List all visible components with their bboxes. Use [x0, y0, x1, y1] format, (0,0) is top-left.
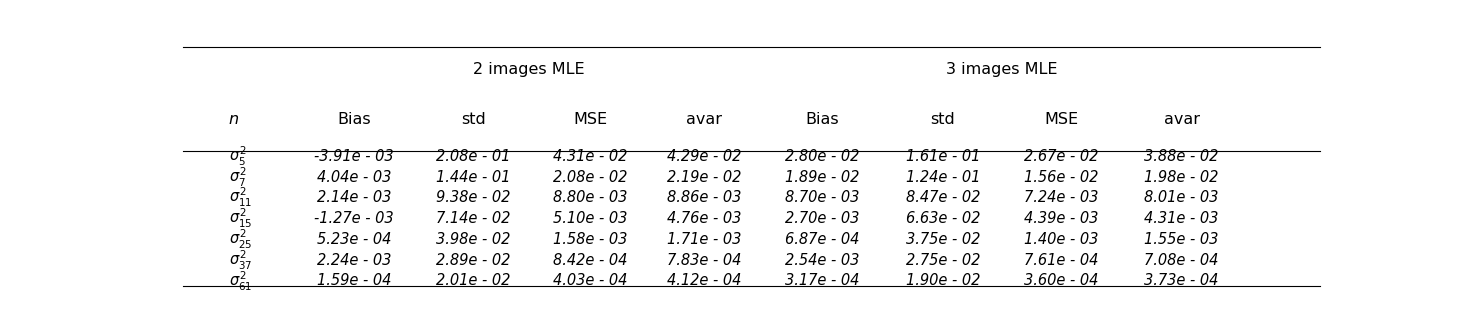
Text: 1.55e - 03: 1.55e - 03 [1144, 232, 1219, 247]
Text: 3.98e - 02: 3.98e - 02 [436, 232, 511, 247]
Text: std: std [461, 112, 486, 127]
Text: 5.23e - 04: 5.23e - 04 [317, 232, 392, 247]
Text: $\sigma_{11}^2$: $\sigma_{11}^2$ [229, 186, 252, 210]
Text: 8.47e - 02: 8.47e - 02 [905, 190, 980, 205]
Text: 2.08e - 02: 2.08e - 02 [553, 170, 628, 185]
Text: 7.24e - 03: 7.24e - 03 [1024, 190, 1099, 205]
Text: 2.75e - 02: 2.75e - 02 [905, 253, 980, 268]
Text: 3.17e - 04: 3.17e - 04 [785, 273, 860, 288]
Text: 1.98e - 02: 1.98e - 02 [1144, 170, 1219, 185]
Text: 2.19e - 02: 2.19e - 02 [667, 170, 741, 185]
Text: 8.86e - 03: 8.86e - 03 [667, 190, 741, 205]
Text: MSE: MSE [574, 112, 607, 127]
Text: 1.56e - 02: 1.56e - 02 [1024, 170, 1099, 185]
Text: 8.70e - 03: 8.70e - 03 [785, 190, 860, 205]
Text: 5.10e - 03: 5.10e - 03 [553, 211, 628, 226]
Text: 2.89e - 02: 2.89e - 02 [436, 253, 511, 268]
Text: 2.08e - 01: 2.08e - 01 [436, 149, 511, 164]
Text: -3.91e - 03: -3.91e - 03 [314, 149, 393, 164]
Text: 2.14e - 03: 2.14e - 03 [317, 190, 392, 205]
Text: -1.27e - 03: -1.27e - 03 [314, 211, 393, 226]
Text: 4.76e - 03: 4.76e - 03 [667, 211, 741, 226]
Text: Bias: Bias [805, 112, 839, 127]
Text: 1.24e - 01: 1.24e - 01 [905, 170, 980, 185]
Text: 3.73e - 04: 3.73e - 04 [1144, 273, 1219, 288]
Text: 4.03e - 04: 4.03e - 04 [553, 273, 628, 288]
Text: 2.54e - 03: 2.54e - 03 [785, 253, 860, 268]
Text: 1.89e - 02: 1.89e - 02 [785, 170, 860, 185]
Text: n: n [229, 112, 239, 127]
Text: 2 images MLE: 2 images MLE [474, 62, 585, 77]
Text: 4.31e - 03: 4.31e - 03 [1144, 211, 1219, 226]
Text: 7.83e - 04: 7.83e - 04 [667, 253, 741, 268]
Text: 8.42e - 04: 8.42e - 04 [553, 253, 628, 268]
Text: 3.88e - 02: 3.88e - 02 [1144, 149, 1219, 164]
Text: 1.44e - 01: 1.44e - 01 [436, 170, 511, 185]
Text: std: std [930, 112, 955, 127]
Text: 6.63e - 02: 6.63e - 02 [905, 211, 980, 226]
Text: 9.38e - 02: 9.38e - 02 [436, 190, 511, 205]
Text: 3 images MLE: 3 images MLE [946, 62, 1058, 77]
Text: $\sigma_{61}^2$: $\sigma_{61}^2$ [229, 269, 252, 293]
Text: 2.80e - 02: 2.80e - 02 [785, 149, 860, 164]
Text: 4.12e - 04: 4.12e - 04 [667, 273, 741, 288]
Text: avar: avar [1163, 112, 1200, 127]
Text: MSE: MSE [1045, 112, 1078, 127]
Text: 2.01e - 02: 2.01e - 02 [436, 273, 511, 288]
Text: 8.01e - 03: 8.01e - 03 [1144, 190, 1219, 205]
Text: $\sigma_{37}^2$: $\sigma_{37}^2$ [229, 249, 252, 272]
Text: 3.60e - 04: 3.60e - 04 [1024, 273, 1099, 288]
Text: 4.39e - 03: 4.39e - 03 [1024, 211, 1099, 226]
Text: 7.61e - 04: 7.61e - 04 [1024, 253, 1099, 268]
Text: 8.80e - 03: 8.80e - 03 [553, 190, 628, 205]
Text: 1.58e - 03: 1.58e - 03 [553, 232, 628, 247]
Text: 2.67e - 02: 2.67e - 02 [1024, 149, 1099, 164]
Text: 1.59e - 04: 1.59e - 04 [317, 273, 392, 288]
Text: 1.61e - 01: 1.61e - 01 [905, 149, 980, 164]
Text: avar: avar [687, 112, 722, 127]
Text: 3.75e - 02: 3.75e - 02 [905, 232, 980, 247]
Text: 4.29e - 02: 4.29e - 02 [667, 149, 741, 164]
Text: 6.87e - 04: 6.87e - 04 [785, 232, 860, 247]
Text: 4.31e - 02: 4.31e - 02 [553, 149, 628, 164]
Text: Bias: Bias [337, 112, 371, 127]
Text: 1.90e - 02: 1.90e - 02 [905, 273, 980, 288]
Text: $\sigma_5^2$: $\sigma_5^2$ [229, 145, 246, 168]
Text: 7.14e - 02: 7.14e - 02 [436, 211, 511, 226]
Text: $\sigma_{25}^2$: $\sigma_{25}^2$ [229, 228, 252, 251]
Text: 7.08e - 04: 7.08e - 04 [1144, 253, 1219, 268]
Text: 4.04e - 03: 4.04e - 03 [317, 170, 392, 185]
Text: $\sigma_{15}^2$: $\sigma_{15}^2$ [229, 207, 252, 230]
Text: 2.70e - 03: 2.70e - 03 [785, 211, 860, 226]
Text: $\sigma_7^2$: $\sigma_7^2$ [229, 165, 246, 189]
Text: 1.40e - 03: 1.40e - 03 [1024, 232, 1099, 247]
Text: 2.24e - 03: 2.24e - 03 [317, 253, 392, 268]
Text: 1.71e - 03: 1.71e - 03 [667, 232, 741, 247]
